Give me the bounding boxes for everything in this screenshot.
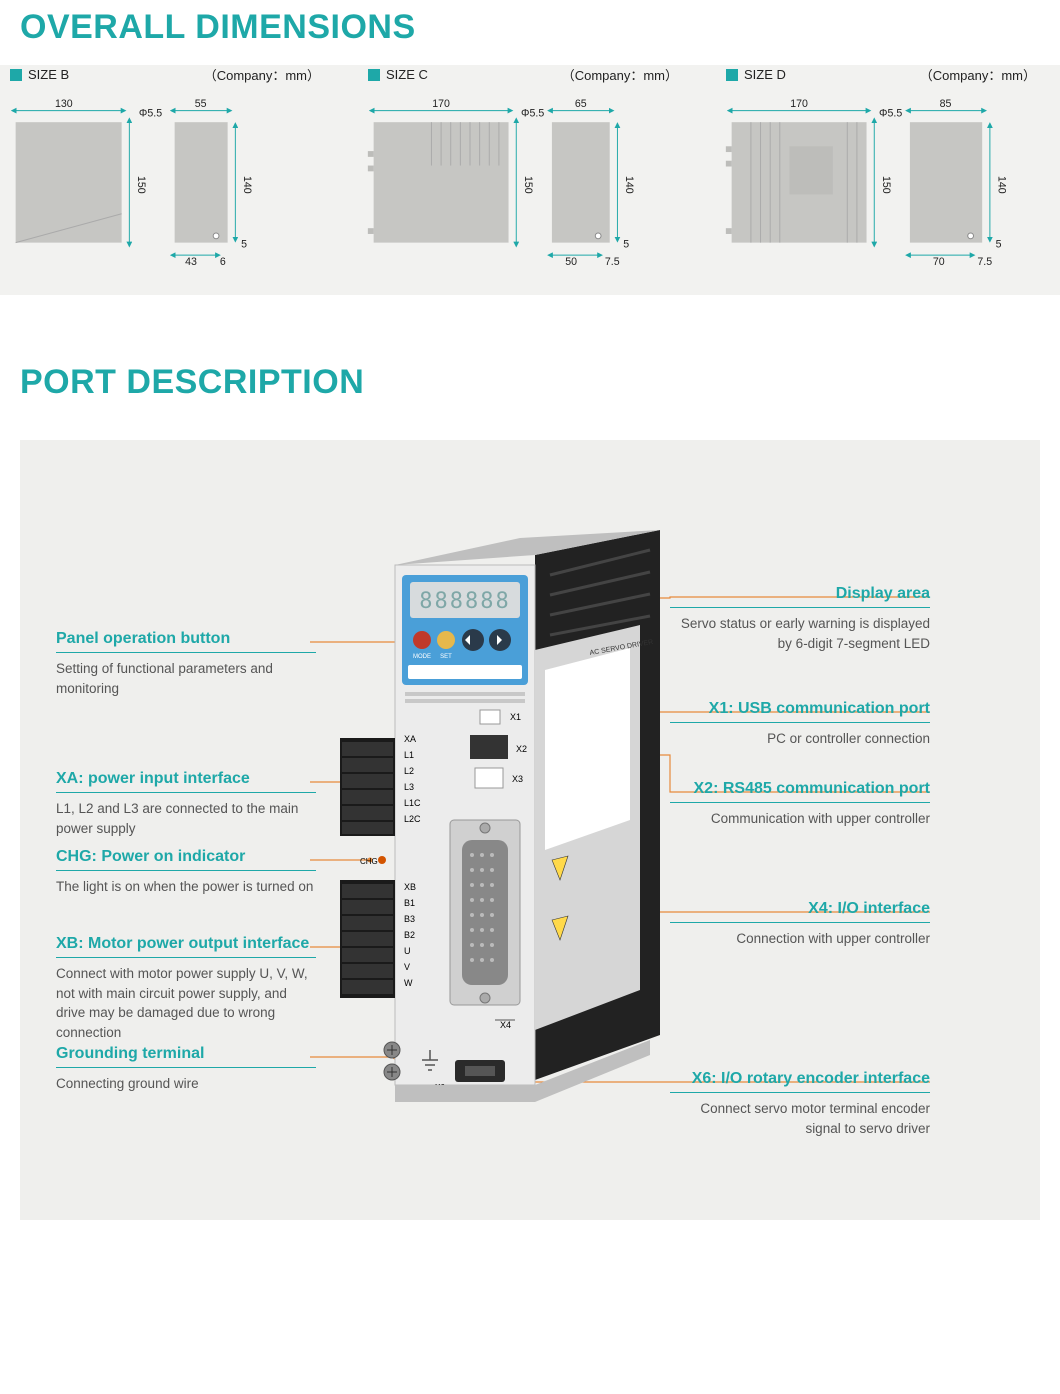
square-icon bbox=[368, 69, 380, 81]
callout-title: X1: USB communication port bbox=[670, 700, 930, 723]
svg-text:170: 170 bbox=[432, 98, 450, 110]
svg-text:L2: L2 bbox=[404, 766, 414, 776]
square-icon bbox=[10, 69, 22, 81]
dim-b-svg: 130 55 Φ5.5 150 140 5 43 6 bbox=[6, 90, 324, 270]
svg-text:XA: XA bbox=[404, 734, 416, 744]
svg-text:150: 150 bbox=[522, 176, 534, 194]
dimensions-row: SIZE B （Company：mm） 130 55 Φ5.5 bbox=[0, 65, 1060, 295]
svg-text:5: 5 bbox=[623, 238, 629, 250]
callout-right: X6: I/O rotary encoder interface Connect… bbox=[670, 1070, 930, 1138]
callout-desc: Servo status or early warning is display… bbox=[670, 614, 930, 653]
callout-desc: PC or controller connection bbox=[670, 729, 930, 749]
dimensions-title: OVERALL DIMENSIONS bbox=[0, 0, 1060, 65]
svg-text:B2: B2 bbox=[404, 930, 415, 940]
callout-desc: Connect servo motor terminal encoder sig… bbox=[670, 1099, 930, 1138]
svg-text:50: 50 bbox=[565, 256, 577, 268]
svg-text:170: 170 bbox=[790, 98, 808, 110]
callout-title: XB: Motor power output interface bbox=[56, 935, 316, 958]
svg-text:70: 70 bbox=[933, 256, 945, 268]
callout-desc: The light is on when the power is turned… bbox=[56, 877, 316, 897]
callout-left: CHG: Power on indicator The light is on … bbox=[56, 848, 316, 897]
callout-right: Display area Servo status or early warni… bbox=[670, 585, 930, 653]
svg-text:5: 5 bbox=[996, 238, 1002, 250]
svg-text:888888: 888888 bbox=[419, 589, 510, 614]
servo-device: AC SERVO DRIVER 888888 MODE SET X bbox=[320, 520, 680, 1120]
callout-title: X6: I/O rotary encoder interface bbox=[670, 1070, 930, 1093]
svg-text:Φ5.5: Φ5.5 bbox=[139, 107, 162, 119]
callout-desc: L1, L2 and L3 are connected to the main … bbox=[56, 799, 316, 838]
size-c-label: SIZE C bbox=[386, 67, 428, 82]
callout-right: X2: RS485 communication port Communicati… bbox=[670, 780, 930, 829]
square-icon bbox=[726, 69, 738, 81]
dim-c-svg: 170 65 Φ5.5 150 140 5 50 7.5 bbox=[364, 90, 682, 270]
svg-text:B1: B1 bbox=[404, 898, 415, 908]
callout-left: XB: Motor power output interface Connect… bbox=[56, 935, 316, 1042]
callout-title: CHG: Power on indicator bbox=[56, 848, 316, 871]
callout-title: Grounding terminal bbox=[56, 1045, 316, 1068]
callout-title: Panel operation button bbox=[56, 630, 316, 653]
svg-text:V: V bbox=[404, 962, 410, 972]
size-d-label: SIZE D bbox=[744, 67, 786, 82]
callout-right: X1: USB communication port PC or control… bbox=[670, 700, 930, 749]
svg-text:7.5: 7.5 bbox=[977, 256, 992, 268]
dim-card-d: SIZE D （Company：mm） 170 bbox=[722, 65, 1040, 275]
svg-text:6: 6 bbox=[220, 256, 226, 268]
svg-text:L1C: L1C bbox=[404, 798, 421, 808]
callout-desc: Connecting ground wire bbox=[56, 1074, 316, 1094]
svg-text:X1: X1 bbox=[510, 712, 521, 722]
callout-right: X4: I/O interface Connection with upper … bbox=[670, 900, 930, 949]
callout-title: X4: I/O interface bbox=[670, 900, 930, 923]
port-title: PORT DESCRIPTION bbox=[20, 355, 1040, 420]
svg-text:140: 140 bbox=[241, 176, 253, 194]
callout-title: Display area bbox=[670, 585, 930, 608]
svg-text:43: 43 bbox=[185, 256, 197, 268]
svg-text:L2C: L2C bbox=[404, 814, 421, 824]
callout-desc: Setting of functional parameters and mon… bbox=[56, 659, 316, 698]
svg-text:L3: L3 bbox=[404, 782, 414, 792]
company-unit: （Company：mm） bbox=[562, 65, 678, 84]
company-unit: （Company：mm） bbox=[204, 65, 320, 84]
svg-text:150: 150 bbox=[135, 176, 147, 194]
svg-text:CHG: CHG bbox=[360, 857, 378, 866]
svg-text:7.5: 7.5 bbox=[605, 256, 620, 268]
svg-text:150: 150 bbox=[880, 176, 892, 194]
svg-text:SET: SET bbox=[440, 654, 452, 660]
dim-card-b: SIZE B （Company：mm） 130 55 Φ5.5 bbox=[6, 65, 324, 275]
port-canvas: AC SERVO DRIVER 888888 MODE SET X bbox=[20, 440, 1040, 1220]
svg-text:Φ5.5: Φ5.5 bbox=[879, 107, 902, 119]
svg-text:W: W bbox=[404, 978, 413, 988]
svg-text:55: 55 bbox=[195, 98, 207, 110]
callout-title: X2: RS485 communication port bbox=[670, 780, 930, 803]
svg-text:85: 85 bbox=[940, 98, 952, 110]
company-unit: （Company：mm） bbox=[920, 65, 1036, 84]
size-b-label: SIZE B bbox=[28, 67, 69, 82]
svg-text:X4: X4 bbox=[500, 1020, 511, 1030]
dim-card-c: SIZE C （Company：mm） 170 bbox=[364, 65, 682, 275]
callout-desc: Connection with upper controller bbox=[670, 929, 930, 949]
svg-text:140: 140 bbox=[623, 176, 635, 194]
svg-text:140: 140 bbox=[996, 176, 1008, 194]
svg-text:X3: X3 bbox=[512, 774, 523, 784]
callout-desc: Connect with motor power supply U, V, W,… bbox=[56, 964, 316, 1042]
svg-text:L1: L1 bbox=[404, 750, 414, 760]
svg-text:U: U bbox=[404, 946, 411, 956]
callout-title: XA: power input interface bbox=[56, 770, 316, 793]
svg-text:MODE: MODE bbox=[413, 654, 431, 660]
svg-text:B3: B3 bbox=[404, 914, 415, 924]
svg-text:65: 65 bbox=[575, 98, 587, 110]
callout-desc: Communication with upper controller bbox=[670, 809, 930, 829]
svg-text:Φ5.5: Φ5.5 bbox=[521, 107, 544, 119]
svg-text:130: 130 bbox=[55, 98, 73, 110]
svg-text:XB: XB bbox=[404, 882, 416, 892]
callout-left: Grounding terminal Connecting ground wir… bbox=[56, 1045, 316, 1094]
svg-text:X2: X2 bbox=[516, 744, 527, 754]
callout-left: XA: power input interface L1, L2 and L3 … bbox=[56, 770, 316, 838]
dim-d-svg: 170 85 Φ5.5 150 140 5 70 7.5 bbox=[722, 90, 1040, 270]
callout-left: Panel operation button Setting of functi… bbox=[56, 630, 316, 698]
svg-text:5: 5 bbox=[241, 238, 247, 250]
